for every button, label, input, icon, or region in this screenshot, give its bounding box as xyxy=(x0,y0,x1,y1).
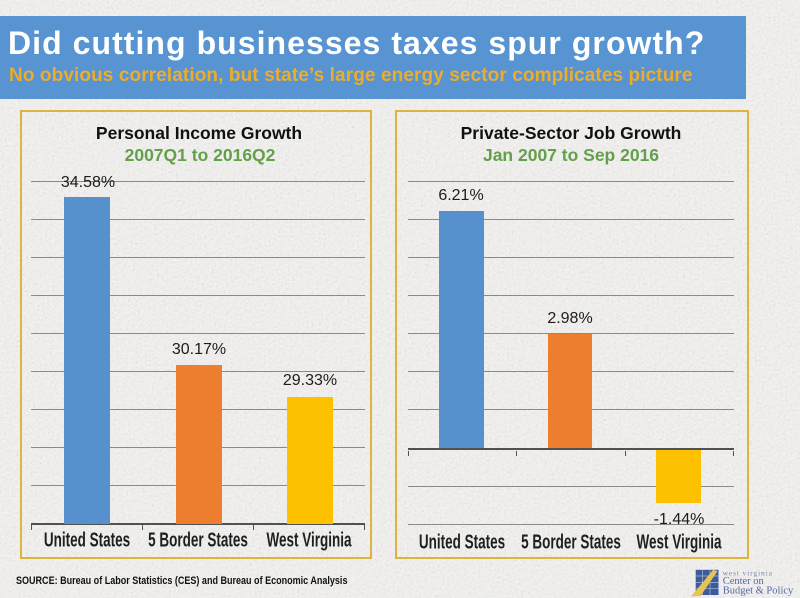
svg-text:Budget & Policy: Budget & Policy xyxy=(723,586,794,597)
svg-text:Center on: Center on xyxy=(723,576,765,587)
svg-text:west virginia: west virginia xyxy=(723,570,773,578)
